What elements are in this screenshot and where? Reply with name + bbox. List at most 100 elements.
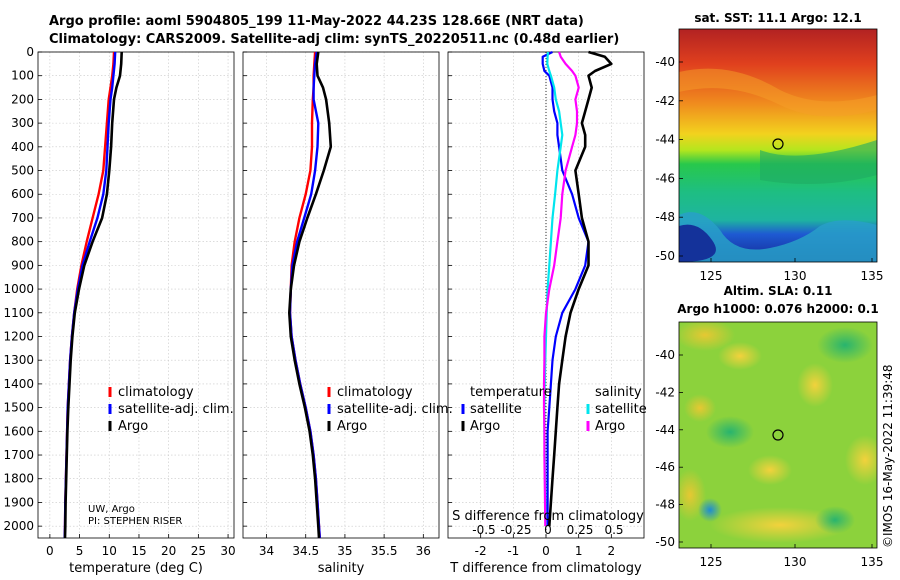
- difference-profile-xtick-label: 2: [608, 544, 616, 558]
- sla-map-subtitle: Argo h1000: 0.076 h2000: 0.1: [677, 302, 878, 316]
- sst-map-frame: [678, 28, 878, 263]
- map-ytick-label: -40: [655, 348, 675, 362]
- pi-annotation-line1: UW, Argo: [88, 504, 135, 515]
- depth-tick-label: 1600: [3, 424, 34, 438]
- depth-tick-label: 1300: [3, 353, 34, 367]
- depth-tick-label: 1100: [3, 306, 34, 320]
- map-ytick-label: -50: [655, 249, 675, 263]
- salinity-profile-xlabel: salinity: [318, 561, 365, 576]
- legend-label-2: satellite-adj. clim.: [337, 402, 453, 417]
- depth-tick-label: 1900: [3, 495, 34, 509]
- map-ytick-label: -42: [655, 94, 675, 108]
- map-ytick-label: -44: [655, 423, 675, 437]
- depth-tick-label: 900: [11, 258, 34, 272]
- temperature-profile-xtick-label: 10: [102, 544, 117, 558]
- legend-label-1: climatology: [337, 385, 413, 400]
- diff-line-temperature-satellite: [541, 51, 590, 527]
- salinity-profile-line-satellite-adj-clim-: [288, 51, 321, 539]
- legend-label-1: climatology: [118, 385, 194, 400]
- sst-argo-location-marker: [772, 138, 784, 150]
- pi-annotation-line2: PI: STEPHEN RISER: [88, 516, 182, 527]
- depth-tick-label: 1000: [3, 282, 34, 296]
- salinity-profile-xtick-label: 34: [259, 544, 274, 558]
- map-xtick-label: 125: [700, 555, 723, 569]
- legend-temperature-title: temperature: [470, 385, 552, 400]
- depth-tick-label: 600: [11, 187, 34, 201]
- map-xtick-label: 130: [784, 555, 807, 569]
- legend-sal-label-1: satellite: [595, 402, 647, 417]
- temperature-profile-xtick-label: 25: [191, 544, 206, 558]
- sla-map-frame: [678, 321, 878, 549]
- sla-map-title: Altim. SLA: 0.11: [724, 284, 833, 298]
- salinity-profile-xtick-label: 36: [416, 544, 431, 558]
- salinity-diff-tick-label: 0.5: [604, 523, 623, 537]
- map-ytick-label: -40: [655, 55, 675, 69]
- map-ytick-label: -48: [655, 498, 675, 512]
- legend-label-3: Argo: [118, 419, 148, 434]
- sst-map-ticks: 125 130 135 -40 -42 -44 -46 -48 -50: [655, 55, 883, 283]
- temperature-profile-xtick-label: 5: [76, 544, 84, 558]
- sla-map-panel: Altim. SLA: 0.11 Argo h1000: 0.076 h2000…: [655, 284, 884, 569]
- temperature-profile-line-satellite-adj-clim-: [63, 51, 117, 539]
- depth-tick-label: 500: [11, 164, 34, 178]
- temperature-profile-panel: 0 5 10 15 20 25 30 temperature (deg C) 0 100 200 30…: [3, 45, 235, 576]
- temperature-profile-line-argo: [63, 51, 123, 539]
- salinity-profile-xtick-label: 35: [337, 544, 352, 558]
- legend-temp-label-1: satellite: [470, 402, 522, 417]
- legend-label-3: Argo: [337, 419, 367, 434]
- depth-tick-label: 1500: [3, 401, 34, 415]
- depth-tick-label: 1200: [3, 329, 34, 343]
- legend-sal-label-2: Argo: [595, 419, 625, 434]
- legend-temp-label-2: Argo: [470, 419, 500, 434]
- depth-tick-label: 1800: [3, 472, 34, 486]
- depth-tick-label: 1400: [3, 377, 34, 391]
- map-ytick-label: -44: [655, 133, 675, 147]
- map-ytick-label: -46: [655, 460, 675, 474]
- salinity-profile-frame: [242, 51, 440, 539]
- salinity-profile-line-argo: [287, 51, 333, 539]
- depth-tick-label: 300: [11, 116, 34, 130]
- depth-tick-label: 200: [11, 92, 34, 106]
- temperature-profile-line-climatology: [63, 51, 116, 539]
- sla-argo-location-marker: [772, 429, 784, 441]
- temperature-profile-xtick-label: 0: [46, 544, 54, 558]
- salinity-diff-tick-label: -0.25: [500, 523, 531, 537]
- map-xtick-label: 125: [700, 269, 723, 283]
- depth-tick-label: 400: [11, 140, 34, 154]
- depth-tick-label: 2000: [3, 519, 34, 533]
- legend-salinity-title: salinity: [595, 385, 642, 400]
- difference-profile-panel: -2 -1 0 1 2 T difference from climatology temp…: [447, 50, 647, 576]
- diff-line-temperature-Argo: [548, 50, 613, 527]
- diff-xlabel-salinity: S difference from climatology: [452, 509, 644, 524]
- figure-title-line1: Argo profile: aoml 5904805_199 11-May-20…: [49, 14, 584, 29]
- map-ytick-label: -42: [655, 385, 675, 399]
- map-ytick-label: -50: [655, 535, 675, 549]
- temperature-profile-xtick-label: 15: [131, 544, 146, 558]
- difference-profile-xtick-label: -1: [507, 544, 519, 558]
- map-ytick-label: -48: [655, 210, 675, 224]
- temperature-profile-xlabel: temperature (deg C): [69, 561, 203, 576]
- sst-map-panel: sat. SST: 11.1 Argo: 12.1 125 130 135 -40 -4…: [655, 11, 883, 283]
- depth-tick-label: 700: [11, 211, 34, 225]
- temperature-profile-xtick-label: 20: [161, 544, 176, 558]
- depth-tick-label: 100: [11, 69, 34, 83]
- difference-profile-xlabel: T difference from climatology: [449, 561, 642, 576]
- difference-profile-xtick-label: -2: [475, 544, 487, 558]
- temperature-profile-xtick-label: 30: [220, 544, 235, 558]
- salinity-diff-tick-label: -0.5: [472, 523, 495, 537]
- map-xtick-label: 135: [861, 555, 884, 569]
- salinity-profile-panel: 34 34.5 35 35.5 36 salinity climatology satelli…: [242, 51, 453, 576]
- depth-tick-label: 800: [11, 235, 34, 249]
- figure-title-line2: Climatology: CARS2009. Satellite-adj cli…: [49, 32, 620, 47]
- map-ytick-label: -46: [655, 171, 675, 185]
- salinity-diff-tick-label: 0: [544, 523, 552, 537]
- sst-map-title: sat. SST: 11.1 Argo: 12.1: [694, 11, 861, 25]
- difference-profile-xtick-label: 0: [542, 544, 550, 558]
- salinity-diff-tick-label: 0.25: [567, 523, 594, 537]
- temperature-profile-frame: [37, 51, 235, 539]
- diff-line-salinity-Argo: [542, 51, 580, 527]
- depth-tick-label: 0: [26, 45, 34, 59]
- depth-tick-label: 1700: [3, 448, 34, 462]
